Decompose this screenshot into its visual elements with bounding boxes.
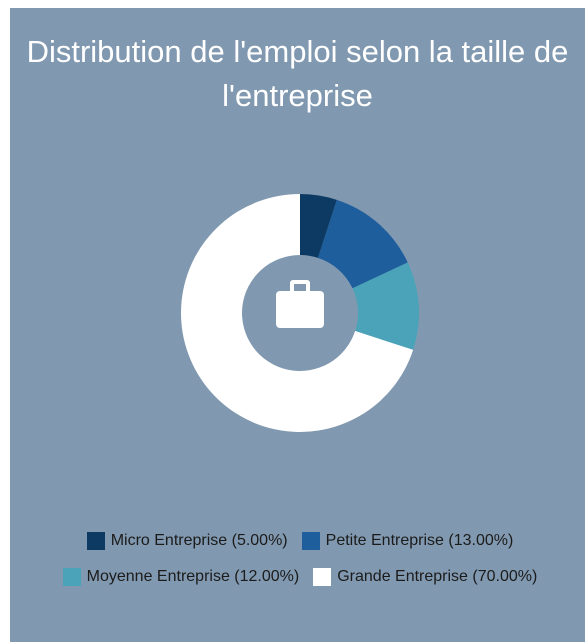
legend-label: Grande Entreprise (70.00%): [337, 568, 538, 585]
legend-label: Petite Entreprise (13.00%): [325, 532, 514, 549]
legend-item: Petite Entreprise (13.00%): [301, 530, 514, 552]
briefcase-icon: [276, 280, 324, 328]
legend-label: Micro Entreprise (5.00%): [110, 532, 288, 549]
chart-title: Distribution de l'emploi selon la taille…: [26, 34, 569, 113]
legend: Micro Entreprise (5.00%) Petite Entrepris…: [15, 530, 585, 588]
legend-item: Moyenne Entreprise (12.00%): [62, 566, 300, 588]
donut-slice: [181, 194, 414, 432]
donut-slice: [352, 262, 419, 350]
legend-swatch: [301, 532, 320, 550]
legend-label: Moyenne Entreprise (12.00%): [86, 568, 300, 585]
donut-slice: [300, 194, 337, 258]
chart: [181, 194, 419, 432]
legend-swatch: [62, 568, 81, 586]
panel: Distribution de l'emploi selon la taille…: [10, 8, 585, 642]
legend-swatch: [313, 568, 332, 586]
legend-item: Grande Entreprise (70.00%): [313, 566, 537, 588]
legend-swatch: [86, 532, 105, 550]
legend-item: Micro Entreprise (5.00%): [86, 530, 288, 552]
donut-slice: [317, 199, 408, 289]
